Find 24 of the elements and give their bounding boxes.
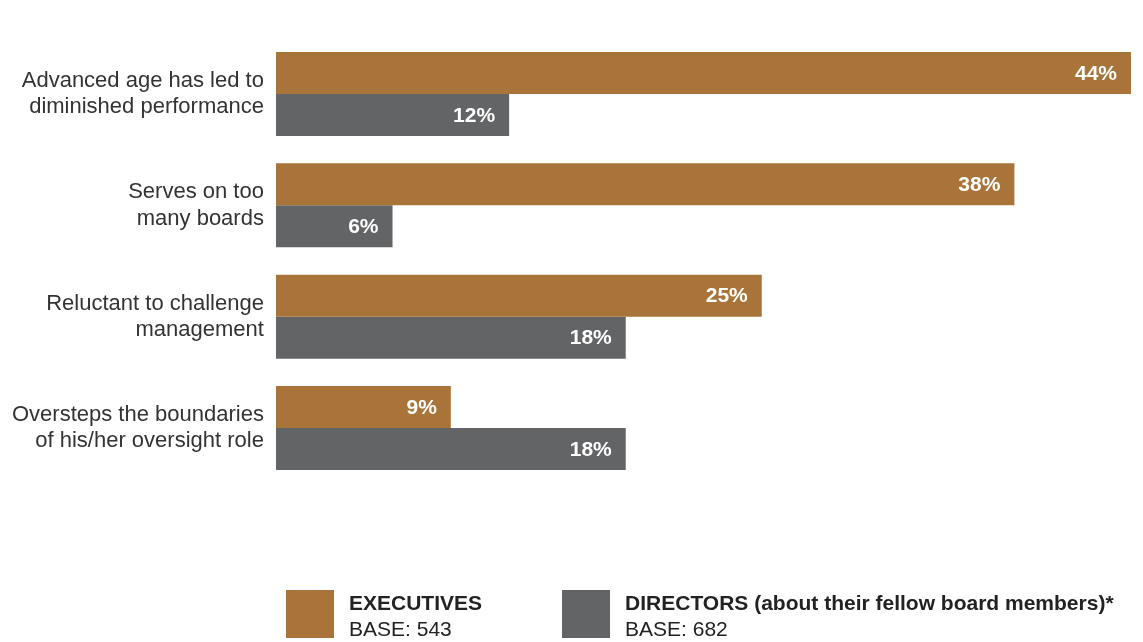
data-label: 25% — [705, 283, 749, 307]
legend-label: EXECUTIVES — [349, 590, 483, 616]
data-label: 9% — [406, 394, 438, 418]
data-label: 38% — [958, 172, 1001, 196]
bar — [275, 274, 762, 317]
text: BASE: 682 — [625, 616, 729, 642]
y-tick-label: Reluctant to challenge management — [46, 289, 264, 341]
data-label: 18% — [569, 436, 613, 460]
bar — [275, 163, 1015, 206]
bar — [275, 427, 626, 470]
data-label: 18% — [569, 325, 613, 349]
bar — [275, 316, 626, 359]
data-label: 6% — [348, 214, 379, 238]
bar — [275, 52, 1131, 95]
y-tick-label: Serves on too many boards — [128, 178, 264, 230]
data-label: 12% — [453, 102, 496, 126]
legend-label: DIRECTORS (about their fellow board members)* — [625, 590, 1114, 616]
data-label: 44% — [1074, 60, 1118, 84]
bar — [275, 205, 393, 248]
text: BASE: 543 — [349, 616, 453, 642]
y-tick-label: Oversteps the boundaries of his/her oversight role — [11, 400, 264, 453]
y-tick-label: Advanced age has led to diminished performance — [21, 66, 264, 119]
bar — [275, 94, 510, 137]
bar — [275, 385, 451, 428]
